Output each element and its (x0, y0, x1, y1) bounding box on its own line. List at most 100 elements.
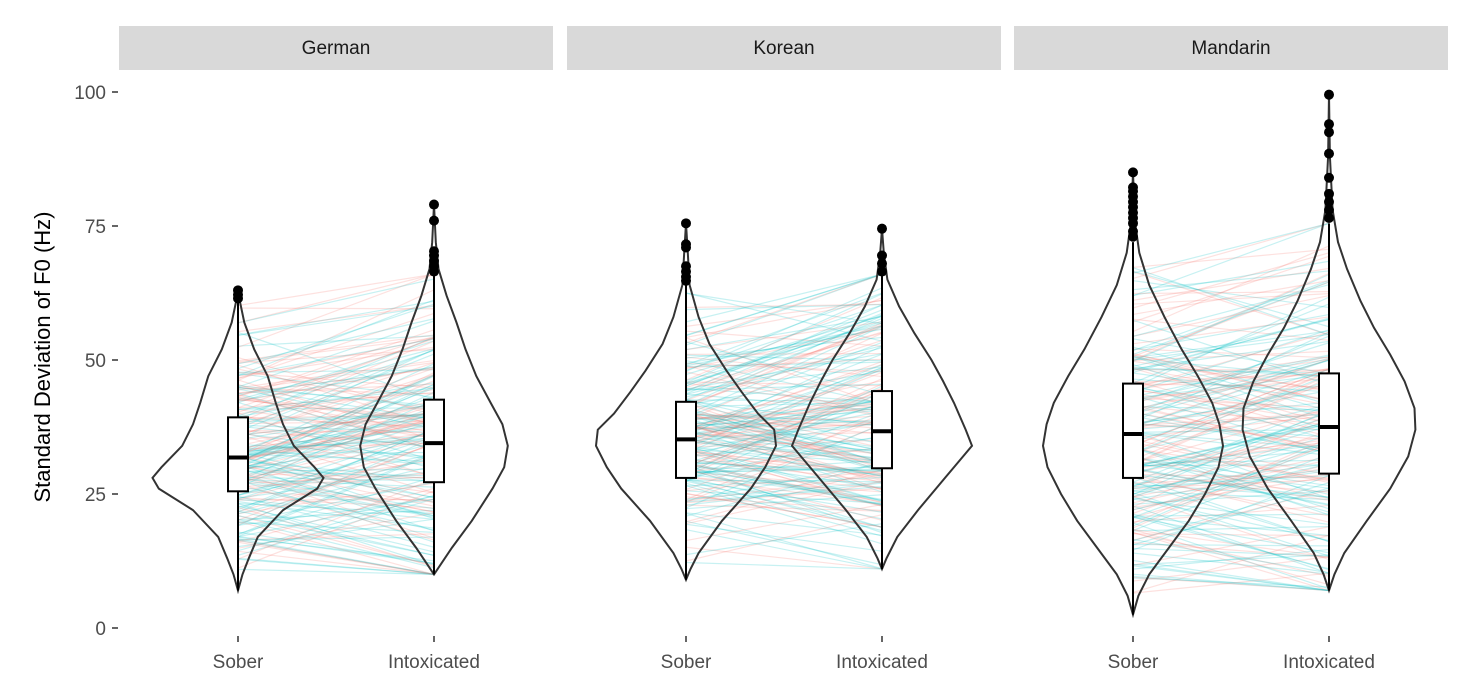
paired-line (237, 481, 435, 524)
paired-line (237, 454, 435, 520)
paired-line (1132, 475, 1330, 488)
paired-line (237, 366, 435, 402)
paired-line (237, 389, 435, 415)
paired-line (237, 318, 435, 365)
paired-line (237, 487, 435, 543)
paired-line (237, 455, 435, 503)
paired-line (1132, 248, 1330, 268)
paired-line (685, 360, 883, 405)
y-tick-label: 25 (85, 485, 106, 506)
paired-line (685, 354, 883, 362)
paired-line (1132, 358, 1330, 391)
paired-line (685, 273, 883, 323)
paired-line (237, 502, 435, 514)
paired-line (1132, 498, 1330, 526)
paired-line (237, 419, 435, 462)
paired-line (1132, 411, 1330, 449)
paired-line (1132, 371, 1330, 456)
paired-line (685, 487, 883, 504)
paired-lines (237, 273, 435, 575)
y-tick-label: 50 (85, 351, 106, 372)
paired-line (1132, 421, 1330, 468)
paired-line (237, 472, 435, 513)
paired-line (237, 391, 435, 482)
paired-line (685, 461, 883, 517)
paired-line (237, 538, 435, 575)
paired-line (1132, 453, 1330, 532)
paired-line (1132, 573, 1330, 592)
paired-line (237, 509, 435, 521)
paired-line (1132, 390, 1330, 426)
paired-line (237, 413, 435, 456)
paired-line (237, 420, 435, 469)
paired-line (685, 461, 883, 505)
paired-line (685, 413, 883, 423)
paired-line (237, 490, 435, 502)
paired-line (685, 367, 883, 434)
paired-line (685, 292, 883, 325)
paired-line (1132, 377, 1330, 400)
paired-line (685, 413, 883, 501)
paired-line (685, 421, 883, 438)
paired-line (237, 479, 435, 543)
paired-line (685, 273, 883, 344)
paired-line (237, 289, 435, 382)
paired-line (237, 382, 435, 418)
paired-line (1132, 463, 1330, 519)
paired-line (685, 406, 883, 472)
paired-line (237, 457, 435, 508)
paired-line (1132, 280, 1330, 316)
paired-line (1132, 319, 1330, 386)
paired-line (685, 421, 883, 449)
outlier-point (1324, 204, 1334, 215)
paired-line (237, 568, 435, 575)
paired-line (237, 307, 435, 310)
paired-line (1132, 359, 1330, 415)
paired-line (237, 401, 435, 462)
paired-line (1132, 529, 1330, 586)
paired-line (685, 462, 883, 473)
paired-line (1132, 416, 1330, 475)
paired-line (1132, 355, 1330, 402)
paired-line (685, 309, 883, 387)
paired-line (1132, 374, 1330, 454)
outlier-point (1324, 188, 1334, 199)
paired-line (685, 437, 883, 477)
paired-line (1132, 291, 1330, 295)
paired-line (685, 514, 883, 562)
outlier-point (1324, 172, 1334, 183)
paired-line (1132, 330, 1330, 359)
paired-line (237, 395, 435, 467)
paired-line (1132, 270, 1330, 328)
paired-line (685, 408, 883, 420)
y-axis-label: Standard Deviation of F0 (Hz) (30, 211, 55, 502)
paired-line (685, 337, 883, 406)
paired-line (685, 468, 883, 500)
paired-line (1132, 538, 1330, 574)
paired-line (237, 451, 435, 454)
paired-line (237, 303, 435, 370)
paired-line (237, 407, 435, 410)
paired-line (237, 451, 435, 499)
paired-line (1132, 267, 1330, 336)
paired-line (1132, 368, 1330, 403)
paired-line (685, 440, 883, 463)
paired-line (237, 494, 435, 552)
paired-line (1132, 468, 1330, 492)
paired-line (237, 353, 435, 433)
paired-line (685, 446, 883, 473)
paired-line (1132, 547, 1330, 557)
paired-line (685, 482, 883, 506)
paired-line (237, 367, 435, 395)
paired-line (1132, 495, 1330, 561)
paired-line (237, 371, 435, 389)
paired-line (685, 422, 883, 464)
outlier-point (1324, 119, 1334, 130)
paired-line (685, 409, 883, 428)
paired-line (1132, 431, 1330, 450)
paired-line (237, 414, 435, 423)
paired-line (1132, 435, 1330, 476)
group-sober: Sober (594, 218, 778, 673)
paired-line (685, 411, 883, 457)
paired-line (1132, 411, 1330, 427)
